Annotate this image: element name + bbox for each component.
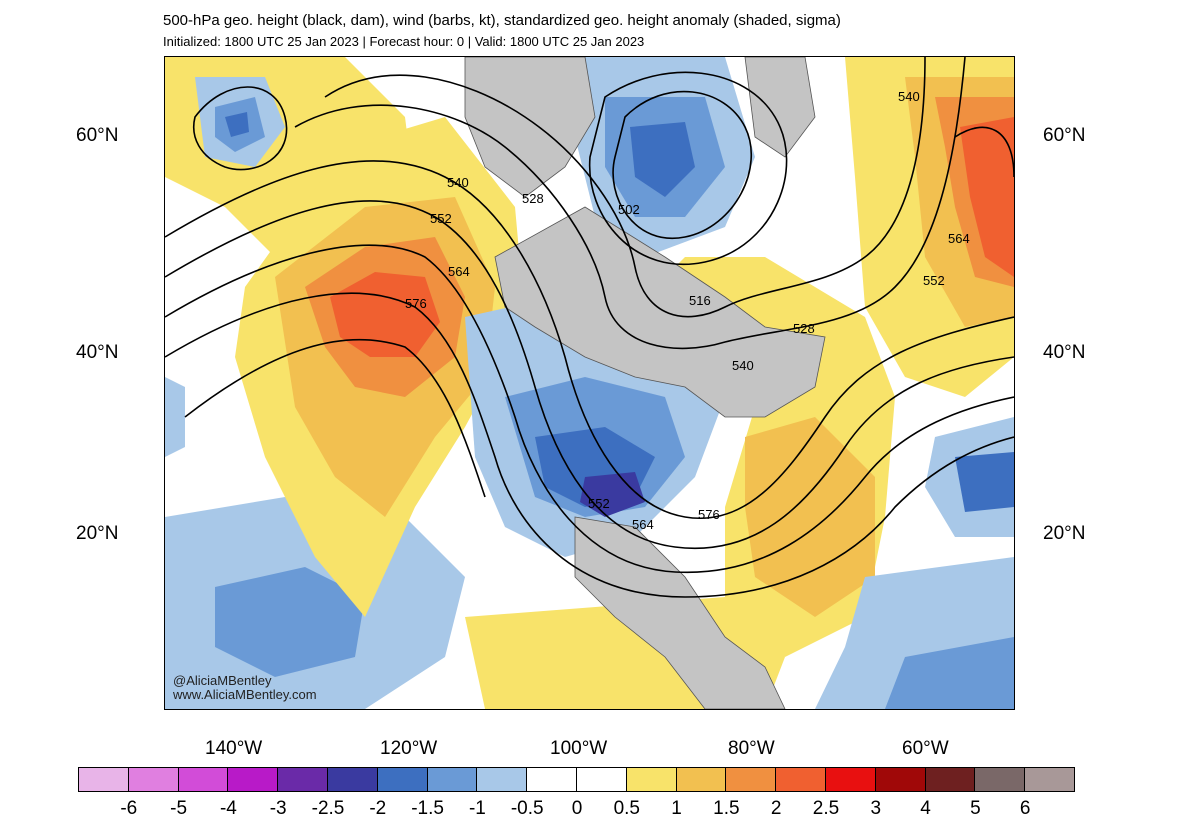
colorbar-label: 6 <box>1019 798 1031 819</box>
colorbar-label: 0.5 <box>613 798 641 819</box>
colorbar-swatch <box>177 767 229 792</box>
colorbar <box>78 767 1075 792</box>
contour-label-13: 552 <box>923 273 945 288</box>
lon-label-60w: 60°W <box>902 738 949 759</box>
colorbar-label: 0 <box>571 798 583 819</box>
lon-label-100w: 100°W <box>550 738 608 759</box>
map-subtitle: Initialized: 1800 UTC 25 Jan 2023 | Fore… <box>163 34 645 49</box>
weather-map: 540 528 552 564 576 502 516 528 540 552 … <box>164 56 1015 710</box>
contour-label-1: 540 <box>447 175 469 190</box>
colorbar-swatch <box>426 767 478 792</box>
lon-label-80w: 80°W <box>728 738 775 759</box>
colorbar-swatch <box>1024 767 1075 792</box>
contour-label-6: 502 <box>618 202 640 217</box>
contour-label-7: 516 <box>689 293 711 308</box>
contour-label-14: 564 <box>948 231 970 246</box>
credit-website: www.AliciaMBentley.com <box>173 687 317 702</box>
colorbar-swatch <box>376 767 428 792</box>
contour-label-12: 576 <box>698 507 720 522</box>
contour-label-4: 564 <box>448 264 470 279</box>
colorbar-swatch <box>775 767 826 792</box>
contour-label-10: 552 <box>588 496 610 511</box>
colorbar-label: -3 <box>269 798 287 819</box>
colorbar-label: 2.5 <box>812 798 840 819</box>
lat-label-20-right: 20°N <box>1043 523 1086 544</box>
contour-label-8: 528 <box>793 321 815 336</box>
colorbar-swatch <box>725 767 777 792</box>
map-title: 500-hPa geo. height (black, dam), wind (… <box>163 12 841 29</box>
lon-label-120w: 120°W <box>380 738 438 759</box>
colorbar-label: -1.5 <box>411 798 444 819</box>
colorbar-label: 2 <box>770 798 782 819</box>
colorbar-swatch <box>625 767 677 792</box>
colorbar-label: 4 <box>920 798 931 819</box>
colorbar-label: -2.5 <box>311 798 345 819</box>
colorbar-label: 5 <box>970 798 981 819</box>
colorbar-swatch <box>277 767 328 792</box>
lat-label-40-right: 40°N <box>1043 342 1086 363</box>
colorbar-label: -2 <box>369 798 387 819</box>
land-masses <box>464 57 826 709</box>
lon-label-140w: 140°W <box>205 738 263 759</box>
colorbar-label: -4 <box>219 798 237 819</box>
lat-label-60-left: 60°N <box>76 125 119 146</box>
colorbar-swatch <box>127 767 179 792</box>
colorbar-swatch <box>476 767 528 792</box>
lat-label-20-left: 20°N <box>76 523 119 544</box>
contour-label-3: 552 <box>430 211 452 226</box>
colorbar-swatch <box>974 767 1026 792</box>
height-contours <box>165 57 1014 598</box>
colorbar-label: 1 <box>671 798 682 819</box>
colorbar-label: -1 <box>468 798 486 819</box>
colorbar-label: 1.5 <box>713 798 740 819</box>
colorbar-swatch <box>526 767 577 792</box>
lat-label-60-right: 60°N <box>1043 125 1086 146</box>
colorbar-label: 3 <box>870 798 882 819</box>
colorbar-swatch <box>675 767 727 792</box>
colorbar-label: -5 <box>170 798 188 819</box>
map-canvas <box>165 57 1014 709</box>
colorbar-swatch <box>824 767 876 792</box>
contour-label-2: 528 <box>522 191 544 206</box>
credit-handle: @AliciaMBentley <box>173 673 272 688</box>
colorbar-swatch <box>326 767 378 792</box>
anomaly-shading <box>165 57 1014 709</box>
colorbar-swatch <box>874 767 926 792</box>
colorbar-swatch <box>227 767 279 792</box>
colorbar-label: -6 <box>120 798 138 819</box>
colorbar-swatch <box>78 767 129 792</box>
colorbar-swatch <box>924 767 976 792</box>
colorbar-swatch <box>575 767 627 792</box>
colorbar-label: -0.5 <box>510 798 544 819</box>
contour-label-15: 540 <box>898 89 920 104</box>
contour-label-11: 564 <box>632 517 654 532</box>
contour-label-5: 576 <box>405 296 427 311</box>
contour-label-9: 540 <box>732 358 754 373</box>
lat-label-40-left: 40°N <box>76 342 119 363</box>
